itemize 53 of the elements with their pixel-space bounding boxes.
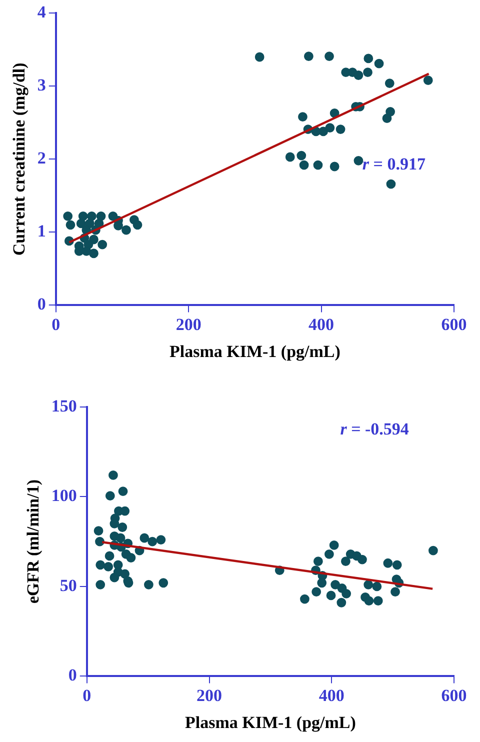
point <box>82 246 92 256</box>
y-tick-label: 150 <box>51 396 77 416</box>
point <box>89 248 98 258</box>
point <box>382 114 392 124</box>
x-axis-title: Plasma KIM-1 (pg/mL) <box>184 713 356 732</box>
point <box>325 123 335 133</box>
point <box>324 52 334 61</box>
annotation: r = 0.917 <box>362 154 426 174</box>
point <box>354 70 364 80</box>
point <box>330 162 340 172</box>
point <box>98 240 108 250</box>
point <box>354 156 364 166</box>
point <box>285 152 295 162</box>
point <box>132 220 142 230</box>
y-axis-title: eGFR (ml/min/1) <box>24 480 43 604</box>
point <box>318 126 328 136</box>
point <box>363 68 372 78</box>
y-tick-label: 2 <box>37 148 46 168</box>
point <box>313 160 323 170</box>
y-tick-label: 1 <box>37 222 46 241</box>
point <box>299 160 309 170</box>
x-tick-label: 600 <box>441 686 467 705</box>
y-tick-label: 3 <box>37 76 46 95</box>
y-tick-label: 0 <box>68 666 77 685</box>
x-axis-title: Plasma KIM-1 (pg/mL) <box>169 342 340 362</box>
y-tick-label: 4 <box>37 2 46 22</box>
point <box>66 220 76 230</box>
point <box>304 52 314 61</box>
point <box>87 211 96 221</box>
x-tick-label: 400 <box>318 686 344 705</box>
point <box>296 150 306 160</box>
x-tick-label: 200 <box>196 686 222 705</box>
x-tick-label: 200 <box>176 314 202 334</box>
y-axis-title: Current creatinine (mg/dl) <box>10 62 29 256</box>
point <box>298 112 308 122</box>
annotation: r = -0.594 <box>340 419 410 438</box>
point <box>386 179 396 189</box>
y-tick-label: 0 <box>37 294 46 314</box>
point <box>336 124 346 134</box>
x-tick-label: 600 <box>441 314 467 334</box>
y-tick-label: 100 <box>51 486 77 506</box>
point <box>374 58 384 68</box>
point <box>96 211 106 221</box>
point <box>423 76 433 86</box>
point <box>122 225 131 235</box>
point <box>63 211 73 221</box>
y-tick-label: 50 <box>60 576 77 595</box>
x-tick-label: 400 <box>308 314 334 334</box>
point <box>76 218 86 228</box>
point <box>254 52 264 62</box>
point <box>384 78 394 88</box>
point <box>364 54 374 64</box>
x-tick-label: 0 <box>82 686 92 705</box>
